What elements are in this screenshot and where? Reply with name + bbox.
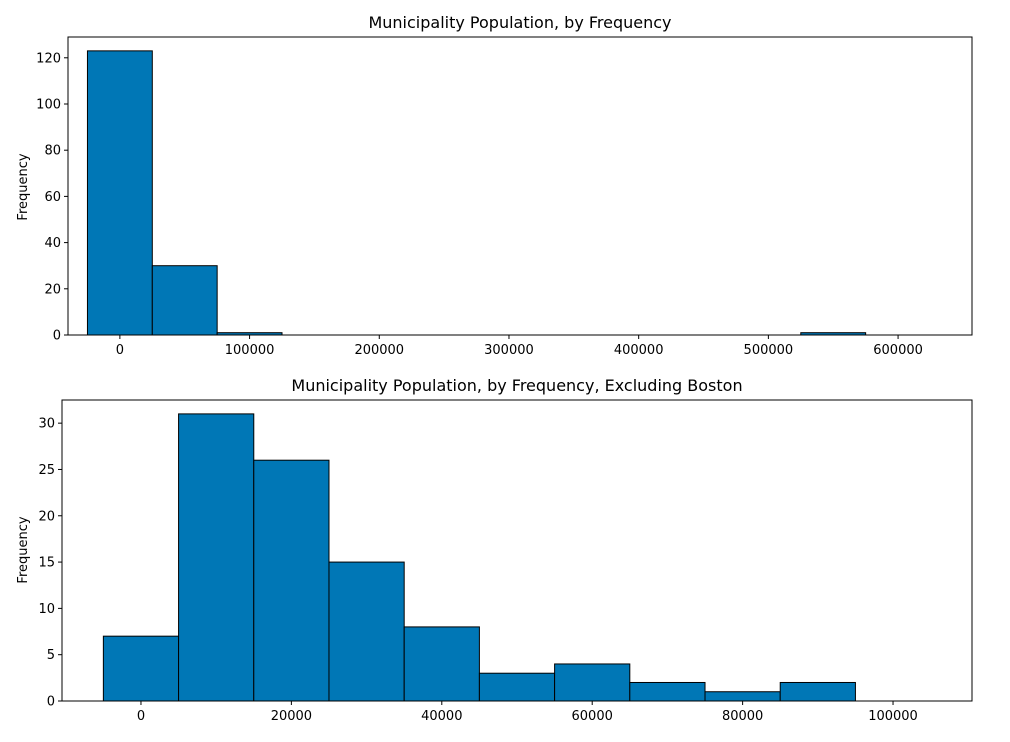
histogram-bar	[629, 681, 706, 702]
plot-area	[61, 399, 973, 702]
histogram-bar	[253, 459, 330, 702]
histogram-bar	[102, 635, 180, 702]
plot-area	[67, 36, 973, 336]
histogram-bar	[554, 663, 631, 702]
x-tick-label: 500000	[744, 343, 794, 358]
histogram-bar	[478, 672, 556, 702]
x-ticks: 0 100000 200000 300000 400000 500000 600000	[116, 335, 923, 358]
chart-bottom: Municipality Population, by Frequency, E…	[16, 376, 973, 724]
histogram-bar	[178, 413, 255, 702]
y-tick-label: 100	[36, 97, 61, 112]
histogram-bar	[779, 681, 856, 702]
y-tick-label: 10	[38, 602, 55, 617]
histogram-bar	[86, 50, 153, 336]
bars	[86, 50, 867, 336]
x-tick-label: 600000	[873, 343, 923, 358]
x-tick-label: 20000	[271, 709, 312, 724]
x-tick-label: 0	[116, 343, 124, 358]
x-tick-label: 0	[137, 709, 145, 724]
y-tick-label: 20	[38, 509, 55, 524]
y-tick-label: 40	[44, 236, 61, 251]
x-tick-label: 60000	[572, 709, 613, 724]
y-ticks: 0 20 40 60 80 100 120	[36, 51, 68, 344]
histogram-bar	[151, 265, 218, 336]
y-tick-label: 120	[36, 51, 61, 66]
x-tick-label: 100000	[225, 343, 275, 358]
y-tick-label: 30	[38, 417, 55, 432]
y-axis-label: Frequency	[16, 153, 31, 220]
histogram-bar	[403, 626, 480, 702]
x-tick-label: 80000	[722, 709, 763, 724]
x-tick-label: 200000	[354, 343, 404, 358]
y-tick-label: 5	[47, 648, 55, 663]
y-axis-label: Frequency	[16, 516, 31, 583]
histogram-bar	[328, 561, 405, 702]
x-tick-label: 300000	[484, 343, 534, 358]
x-ticks: 0 20000 40000 60000 80000 100000	[137, 701, 918, 724]
y-tick-label: 20	[44, 282, 61, 297]
histogram-bar	[704, 691, 781, 702]
y-tick-label: 80	[44, 144, 61, 159]
x-tick-label: 100000	[868, 709, 918, 724]
chart-title: Municipality Population, by Frequency, E…	[291, 376, 742, 395]
y-tick-label: 0	[47, 695, 55, 710]
bars	[102, 413, 856, 702]
y-tick-label: 60	[44, 190, 61, 205]
y-tick-label: 25	[38, 463, 55, 478]
y-ticks: 0 5 10 15 20 25 30	[38, 417, 62, 710]
y-tick-label: 15	[38, 556, 55, 571]
chart-top: Municipality Population, by Frequency Fr…	[16, 13, 973, 358]
chart-title: Municipality Population, by Frequency	[368, 13, 671, 32]
y-tick-label: 0	[53, 329, 61, 344]
x-tick-label: 40000	[421, 709, 462, 724]
x-tick-label: 400000	[614, 343, 664, 358]
